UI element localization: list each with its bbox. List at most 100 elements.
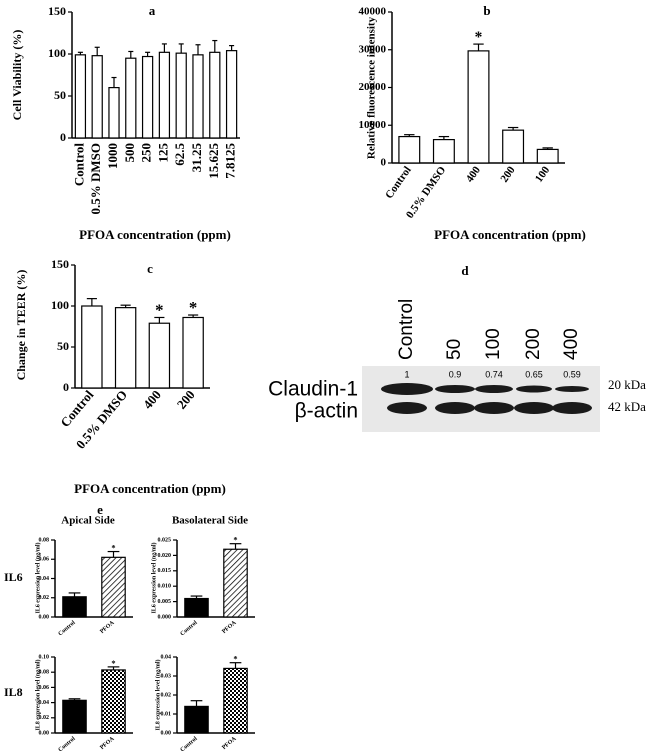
x-tick-label: Control [180, 620, 199, 638]
row-title: IL8 [4, 685, 23, 699]
y-tick-label: 100 [51, 298, 69, 312]
x-tick-label: 15.625 [206, 143, 221, 179]
bar-chart: 0.00 0.02 0.04 0.06 0.08 0.10 Control * PFOA IL8 … [34, 654, 133, 753]
row-label: β-actin [295, 400, 358, 423]
bar [467, 50, 490, 164]
bar [223, 667, 248, 734]
x-tick-label: 31.25 [189, 143, 204, 173]
bar [536, 148, 559, 164]
y-tick-label: 0.04 [161, 654, 172, 660]
y-tick-label: 0.00 [39, 614, 50, 620]
y-axis-title: Relative fluorescence intensity [366, 16, 378, 159]
significance-mark: * [475, 29, 483, 46]
y-tick-label: 0.02 [39, 715, 50, 721]
band [514, 402, 554, 414]
y-tick-label: 0.04 [39, 700, 50, 706]
y-tick-label: 0 [60, 130, 66, 144]
y-tick-label: 0.025 [158, 537, 172, 543]
y-tick-label: 0.06 [39, 557, 50, 563]
y-tick-label: 0.00 [161, 730, 172, 736]
bar [398, 135, 421, 164]
x-tick-label: Control [180, 736, 199, 754]
x-tick-label: 200 [174, 387, 198, 412]
panel-label: d [461, 263, 469, 278]
y-tick-label: 40000 [359, 6, 387, 18]
bar [432, 138, 455, 164]
y-tick-label: 30000 [359, 43, 387, 55]
x-tick-label: 125 [155, 143, 170, 163]
band-ratio: 0.9 [449, 369, 462, 379]
x-tick-label: 1000 [105, 143, 120, 169]
x-tick-label: Control [58, 736, 77, 754]
band-ratio: 0.74 [485, 369, 503, 379]
y-axis-title: Cell Viability (%) [10, 30, 24, 121]
band [552, 402, 592, 414]
band [435, 385, 475, 393]
y-tick-label: 0.10 [39, 654, 50, 660]
bar [182, 316, 204, 389]
bar [184, 705, 209, 734]
panel-label: e [97, 502, 103, 517]
panel-label: b [483, 3, 490, 18]
x-tick-label: Control [383, 164, 414, 201]
bar [62, 699, 87, 734]
blot-membrane [362, 366, 600, 432]
y-tick-label: 0.02 [161, 692, 172, 698]
y-tick-label: 0.010 [158, 584, 172, 590]
bar [81, 305, 103, 389]
bar [108, 86, 120, 139]
bar [192, 54, 204, 139]
x-tick-label: 500 [122, 143, 137, 163]
y-axis-title: IL8 expression level (ng/ml) [154, 659, 161, 730]
bar [62, 596, 87, 618]
y-tick-label: 150 [48, 4, 66, 18]
western-blot: d Claudin-1 β-actin 20 kDa 42 kDa Contro… [268, 263, 646, 432]
significance-mark: * [233, 536, 237, 545]
y-tick-label: 0.04 [39, 576, 50, 582]
y-axis-title: IL6 expression level (ng/ml) [34, 542, 41, 613]
bar-chart: 0.000 0.005 0.010 0.015 0.020 0.025 Control * PF… [150, 536, 255, 638]
y-tick-label: 0.01 [161, 711, 172, 717]
bar [74, 54, 87, 139]
y-tick-label: 50 [57, 339, 69, 353]
bar-chart: 0 50 100 150 Control 0.5% DMSO 1000 500 250 125 62… [10, 3, 240, 242]
x-tick-label: PFOA [221, 736, 238, 752]
y-tick-label: 0.00 [39, 730, 50, 736]
y-axis-title: IL6 expression level (ng/ml) [150, 542, 157, 613]
y-tick-label: 0.020 [158, 553, 172, 559]
bar [158, 51, 171, 139]
bar [114, 307, 137, 389]
x-tick-label: PFOA [99, 620, 116, 636]
band [516, 385, 552, 393]
y-axis-title: Change in TEER (%) [14, 270, 28, 381]
x-tick-label: Control [58, 620, 77, 638]
y-tick-label: 0.03 [161, 673, 172, 679]
y-tick-label: 10000 [359, 119, 387, 131]
bar [184, 597, 209, 618]
x-tick-label: PFOA [221, 620, 238, 636]
x-axis-title: PFOA concentration (ppm) [434, 227, 586, 242]
size-label: 42 kDa [608, 399, 646, 414]
band [381, 383, 433, 395]
band-ratio: 1 [404, 369, 409, 379]
lane-label: 200 [523, 328, 544, 360]
x-tick-label: 200 [498, 164, 518, 185]
x-axis-title: PFOA concentration (ppm) [79, 227, 231, 242]
column-title: Basolateral Side [172, 515, 248, 527]
band [474, 402, 514, 414]
x-tick-label: 400 [140, 387, 164, 412]
y-tick-label: 0.06 [39, 685, 50, 691]
bar [225, 50, 238, 139]
band [435, 402, 475, 414]
bar-chart: 0.00 0.01 0.02 0.03 0.04 Control * PFOA IL8 expr… [154, 654, 255, 753]
y-axis-title: IL8 expression level (ng/ml) [34, 659, 41, 730]
band [387, 402, 427, 414]
y-tick-label: 0.000 [158, 614, 172, 620]
row-label: Claudin-1 [268, 378, 358, 401]
x-tick-label: 400 [464, 164, 484, 185]
y-tick-label: 50 [54, 88, 66, 102]
significance-mark: * [111, 543, 115, 552]
y-tick-label: 20000 [359, 81, 387, 93]
